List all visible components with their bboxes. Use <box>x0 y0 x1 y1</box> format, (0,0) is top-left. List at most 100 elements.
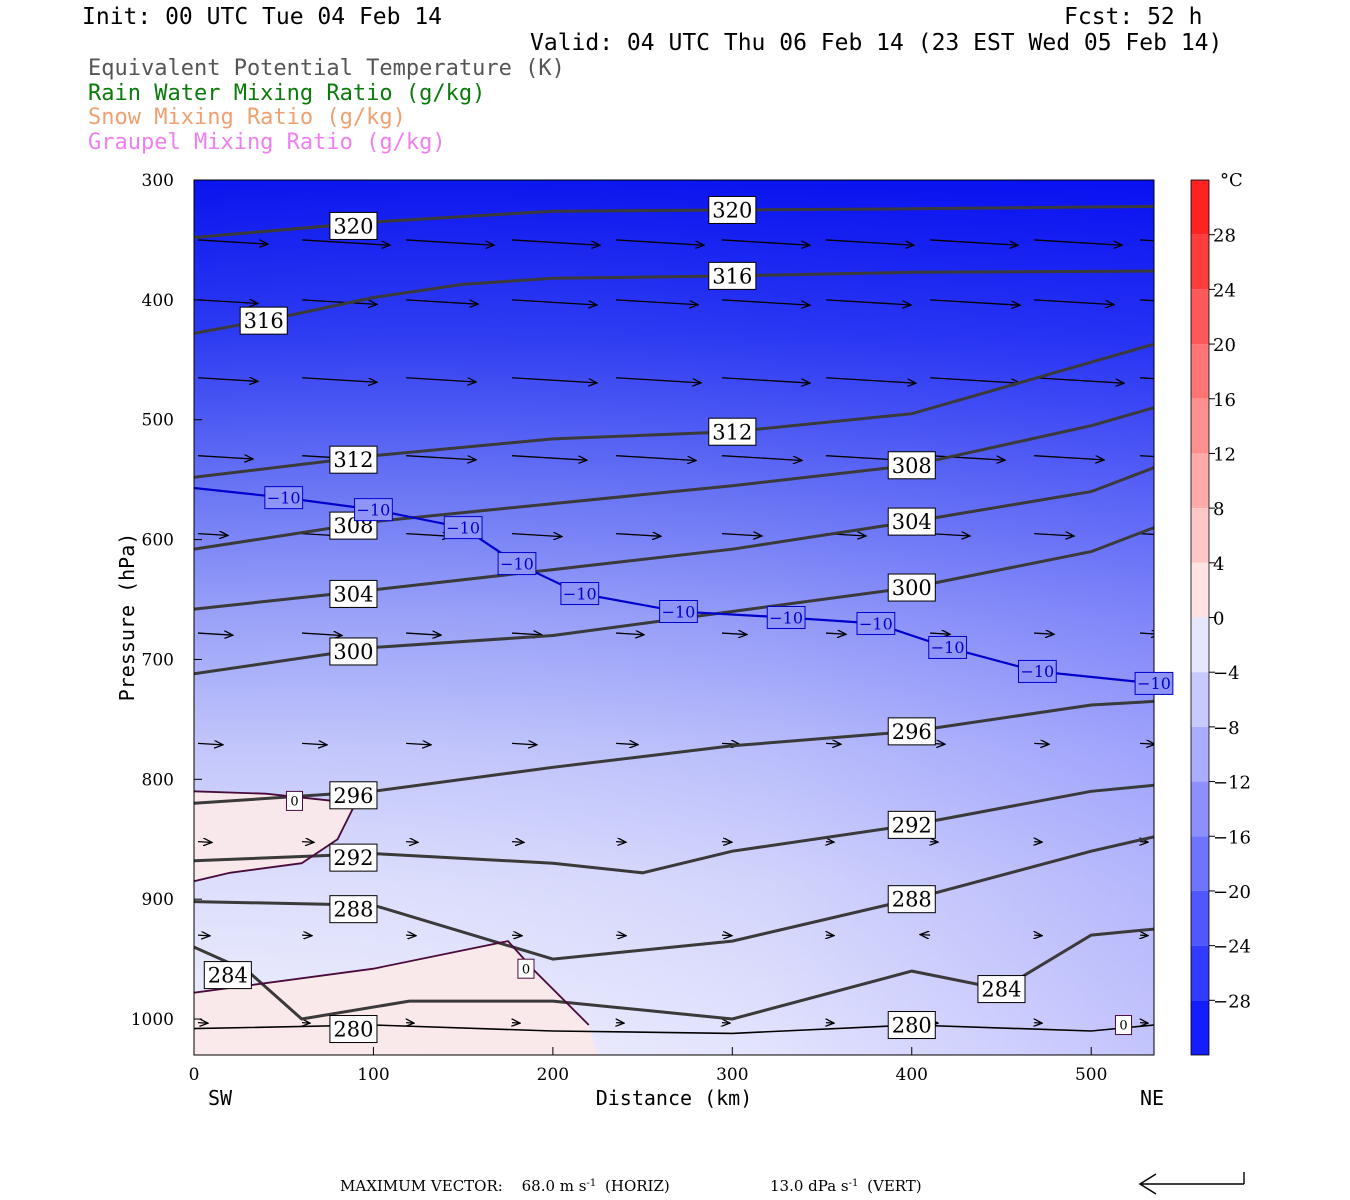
contour-label-text: 296 <box>892 720 932 744</box>
wind-vector <box>616 842 626 843</box>
contour-label-text: 0 <box>522 962 530 977</box>
x-tick-label: 500 <box>1075 1065 1107 1085</box>
colorbar-unit: °C <box>1220 170 1243 191</box>
legend-graupel: Graupel Mixing Ratio (g/kg) <box>88 130 446 155</box>
contour-label-text: −10 <box>446 518 480 537</box>
plot-frame <box>193 179 1155 1056</box>
wind-vector <box>721 842 732 843</box>
wind-vector <box>1034 377 1124 383</box>
contour-label-text: 280 <box>333 1018 373 1042</box>
contour-label-text: 300 <box>892 576 932 600</box>
contour-label-text: 316 <box>712 264 752 288</box>
isotherm-label: −10 <box>766 606 806 629</box>
contour-label-text: −10 <box>859 614 893 633</box>
wind-vector <box>406 743 431 745</box>
colorbar-band <box>1191 781 1209 837</box>
forecast-hour: Fcst: 52 h <box>1064 4 1203 30</box>
x-tick-label: 400 <box>896 1065 928 1085</box>
wind-vector <box>1034 239 1122 245</box>
colorbar-band <box>1191 508 1209 563</box>
theta-e-label-308: 308 <box>887 451 936 480</box>
wind-vector <box>197 935 210 936</box>
wind-vector <box>1034 534 1074 536</box>
y-tick-label: 600 <box>142 531 174 551</box>
colorbar-tick-label: 24 <box>1213 280 1236 301</box>
wind-vector <box>616 239 704 245</box>
wind-vector <box>721 299 810 305</box>
wind-vector <box>511 842 524 843</box>
contour-label-text: 296 <box>333 784 373 808</box>
contour-label-text: 304 <box>333 582 373 606</box>
colorbar-band <box>1191 180 1209 235</box>
y-tick-label: 900 <box>142 890 174 910</box>
contour-label-text: 284 <box>981 978 1021 1002</box>
max-vector-footer: MAXIMUM VECTOR: 68.0 m s-1 (HORIZ) 13.0 … <box>340 1172 1245 1195</box>
colorbar-band <box>1191 890 1209 946</box>
colorbar-band <box>1191 398 1209 454</box>
wind-vector <box>1140 743 1154 744</box>
wind-vector <box>1140 532 1154 536</box>
max-vector-vert-unit: (VERT) <box>867 1177 922 1195</box>
wind-vector <box>930 534 970 536</box>
wind-vector <box>721 239 810 245</box>
y-tick-label: 800 <box>142 770 174 790</box>
colorbar-band <box>1191 289 1209 345</box>
wind-vector <box>1034 633 1054 634</box>
wind-vector <box>920 935 931 936</box>
wind-vector <box>825 239 914 245</box>
wind-vector <box>1034 743 1049 744</box>
wind-vector <box>721 534 762 536</box>
isotherm-label: −10 <box>264 486 304 510</box>
contour-label-text: 316 <box>244 309 284 333</box>
theta-e-label-316: 316 <box>239 306 288 335</box>
wind-vector <box>1034 299 1114 305</box>
colorbar-tick-label: 4 <box>1213 554 1224 575</box>
x-tick-label: 300 <box>716 1065 748 1085</box>
contour-label-text: −10 <box>931 638 965 657</box>
contour-label-text: −10 <box>662 602 696 621</box>
theta-e-label-304: 304 <box>887 507 936 536</box>
colorbar-tick-label: 0 <box>1213 609 1224 630</box>
colorbar-tick-label: 20 <box>1213 335 1236 356</box>
wind-vector <box>616 633 644 635</box>
wind-vector <box>721 455 802 461</box>
colorbar-band <box>1191 344 1209 399</box>
colorbar-tick-label: −24 <box>1213 937 1251 958</box>
max-vector-vert-exp: -1 <box>849 1178 859 1189</box>
theta-e-contour-292 <box>194 783 1154 875</box>
legend-rain: Rain Water Mixing Ratio (g/kg) <box>88 81 486 106</box>
contour-label-text: 312 <box>712 420 752 444</box>
isotherm-label: −10 <box>928 635 968 659</box>
wind-vector <box>1140 299 1154 302</box>
wind-vector <box>616 377 701 383</box>
wind-vector <box>721 935 732 936</box>
contour-label-text: −10 <box>267 488 301 507</box>
wind-vector <box>511 239 600 245</box>
wind-vector <box>930 299 1020 305</box>
wind-vector <box>406 377 476 382</box>
theta-e-contour-284 <box>194 927 1154 1021</box>
colorbar-band <box>1191 617 1209 673</box>
colorbar-tick-label: −12 <box>1213 773 1251 794</box>
max-vector-horiz-exp: -1 <box>586 1178 596 1189</box>
wind-vector <box>302 299 377 305</box>
wind-vector <box>825 377 916 383</box>
x-end-left-label: SW <box>208 1086 233 1110</box>
wind-vector <box>302 377 377 383</box>
contour-label-text: 288 <box>333 898 373 922</box>
colorbar-tick-label: −4 <box>1213 663 1240 684</box>
y-axis-title: Pressure (hPa) <box>115 533 139 702</box>
init-time: Init: 00 UTC Tue 04 Feb 14 <box>82 4 443 30</box>
wind-vector <box>406 842 418 843</box>
contour-label-text: 0 <box>1119 1019 1127 1034</box>
y-tick-label: 700 <box>142 650 174 670</box>
wind-vector <box>197 534 228 536</box>
theta-e-label-292: 292 <box>329 843 378 872</box>
wind-vector <box>406 935 416 936</box>
max-vector-horiz: 68.0 m s <box>522 1177 587 1195</box>
wind-vector <box>197 300 258 304</box>
colorbar-band <box>1191 836 1209 891</box>
x-axis-title: Distance (km) <box>596 1086 753 1110</box>
contour-label-text: −10 <box>563 584 597 603</box>
